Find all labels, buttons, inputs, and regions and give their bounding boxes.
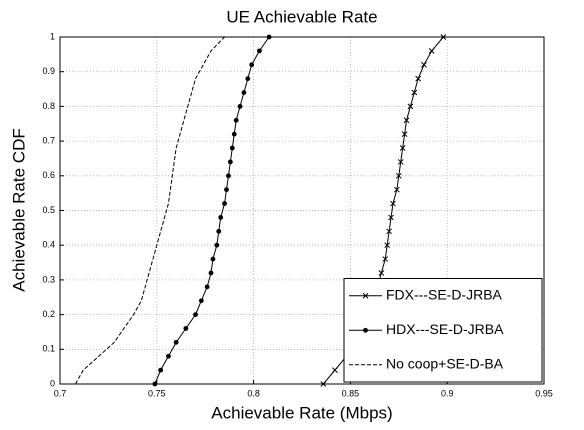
marker — [226, 173, 231, 179]
marker — [198, 298, 204, 304]
marker — [428, 48, 435, 54]
marker — [224, 187, 229, 193]
marker — [166, 353, 171, 359]
marker — [320, 381, 327, 387]
y-tick-label: 0 — [50, 378, 55, 388]
x-tick-label: 0.85 — [342, 388, 360, 398]
marker — [390, 200, 396, 207]
marker — [208, 270, 214, 276]
marker — [227, 159, 233, 165]
marker — [403, 117, 410, 124]
legend-label: FDX---SE-D-JRBA — [386, 286, 503, 302]
marker — [204, 284, 210, 290]
chart-title: UE Achievable Rate — [226, 7, 377, 26]
marker — [222, 201, 227, 206]
marker — [152, 381, 158, 387]
y-tick-label: 0.4 — [42, 240, 55, 250]
y-tick-label: 0.7 — [42, 135, 55, 145]
x-axis-label: Achievable Rate (Mbps) — [211, 403, 392, 422]
marker — [411, 89, 418, 96]
marker — [237, 104, 243, 109]
marker — [183, 326, 189, 331]
x-tick-label: 0.7 — [54, 388, 67, 398]
y-tick-label: 0.2 — [42, 309, 55, 319]
marker — [399, 145, 406, 151]
marker — [266, 34, 272, 40]
legend-label: HDX---SE-D-JRBA — [386, 321, 504, 337]
marker — [407, 103, 414, 110]
marker — [401, 131, 408, 138]
marker — [440, 34, 447, 40]
marker — [421, 61, 427, 68]
y-tick-label: 0.6 — [42, 170, 55, 180]
marker — [249, 62, 255, 68]
marker — [210, 256, 216, 262]
marker — [214, 242, 220, 248]
y-axis-label: Achievable Rate CDF — [9, 128, 28, 291]
marker — [193, 312, 198, 317]
y-tick-label: 1 — [50, 31, 55, 41]
marker — [395, 172, 402, 179]
marker — [386, 228, 392, 235]
marker — [229, 145, 235, 151]
y-tick-label: 0.1 — [42, 344, 55, 354]
marker — [158, 367, 164, 373]
marker — [397, 159, 404, 165]
marker — [332, 367, 338, 373]
marker — [257, 48, 262, 54]
y-tick-label: 0.5 — [42, 205, 55, 215]
marker — [363, 327, 368, 333]
marker — [216, 228, 222, 234]
marker — [384, 242, 391, 249]
y-tick-label: 0.8 — [42, 101, 55, 111]
marker — [218, 215, 224, 220]
y-tick-label: 0.9 — [42, 66, 55, 76]
x-tick-label: 0.8 — [247, 388, 260, 398]
marker — [245, 76, 251, 82]
x-tick-label: 0.75 — [148, 388, 166, 398]
marker — [233, 117, 239, 123]
x-tick-label: 0.95 — [535, 388, 553, 398]
series-line — [75, 36, 225, 385]
marker — [388, 214, 394, 221]
x-tick-label: 0.9 — [441, 388, 454, 398]
marker — [173, 339, 179, 345]
legend-label: No coop+SE-D-BA — [386, 355, 504, 371]
marker — [378, 270, 385, 276]
marker — [415, 75, 422, 82]
marker — [362, 292, 369, 299]
series-line — [154, 36, 270, 385]
plot-frame — [59, 36, 545, 385]
marker — [394, 186, 400, 193]
marker — [382, 256, 389, 262]
marker — [241, 90, 247, 95]
marker — [231, 131, 237, 137]
y-tick-label: 0.3 — [42, 274, 55, 284]
